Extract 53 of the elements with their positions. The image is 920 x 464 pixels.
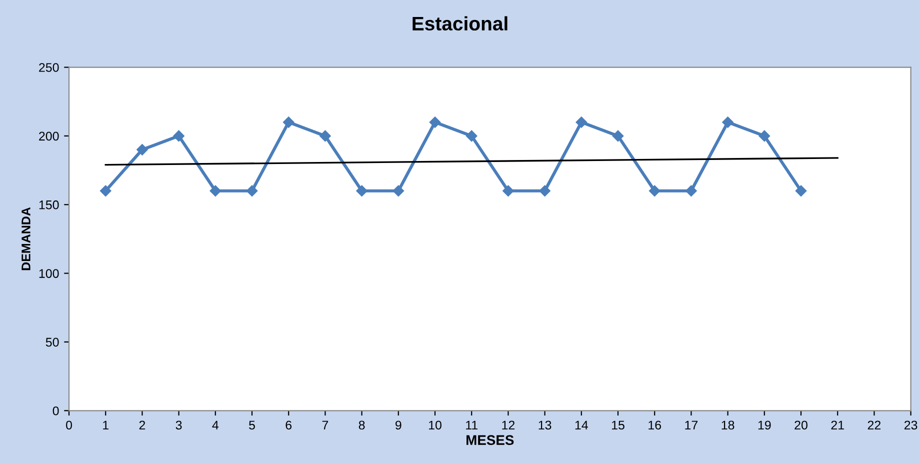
point (136, 144, 148, 156)
point (466, 130, 478, 142)
x-tick-label: 1 (103, 420, 108, 430)
point (100, 185, 112, 196)
y-axis-title: DEMANDA (22, 207, 30, 270)
point (722, 116, 734, 128)
point (246, 185, 258, 196)
x-tick-label: 4 (212, 420, 219, 430)
point (612, 130, 624, 142)
point (210, 185, 222, 196)
chart-title: Estacional (412, 16, 508, 31)
point (758, 130, 770, 142)
point (392, 185, 404, 196)
point (502, 185, 514, 196)
point (173, 130, 184, 142)
point (320, 130, 331, 142)
y-tick-label: 250 (39, 63, 59, 72)
point (282, 116, 294, 128)
x-tick-label: 22 (868, 420, 881, 430)
x-tick-label: 10 (429, 420, 442, 430)
x-tick-label: 8 (358, 420, 365, 430)
x-tick-label: 18 (722, 420, 734, 430)
x-tick-label: 21 (831, 420, 844, 430)
x-tick-label: 7 (322, 420, 328, 430)
point (795, 185, 807, 196)
x-tick-label: 12 (502, 420, 515, 430)
x-tick-label: 11 (466, 420, 478, 430)
x-tick-label: 19 (758, 420, 771, 430)
x-tick-label: 14 (575, 420, 588, 430)
x-tick-label: 20 (794, 420, 808, 430)
x-tick-label: 5 (249, 420, 255, 430)
x-tick-label: 23 (904, 420, 918, 430)
y-tick-label: 100 (39, 269, 59, 278)
y-tick-label: 50 (46, 338, 59, 347)
point (539, 185, 550, 196)
x-tick-label: 3 (176, 420, 182, 430)
y-tick-label: 200 (39, 132, 59, 141)
x-tick-label: 0 (66, 420, 72, 430)
y-tick-label: 150 (39, 200, 59, 210)
x-tick-label: 2 (139, 420, 146, 430)
x-tick-label: 16 (648, 420, 662, 430)
point (686, 185, 697, 196)
point (576, 116, 588, 128)
point (356, 185, 368, 196)
x-axis-title: MESES (466, 435, 514, 445)
x-tick-label: 17 (685, 420, 698, 430)
point (648, 185, 660, 196)
point (429, 116, 441, 128)
y-tick-label: 0 (52, 406, 59, 416)
x-tick-label: 6 (286, 420, 292, 430)
x-tick-label: 13 (538, 420, 552, 430)
x-tick-label: 9 (396, 420, 402, 430)
x-tick-label: 15 (612, 420, 624, 430)
